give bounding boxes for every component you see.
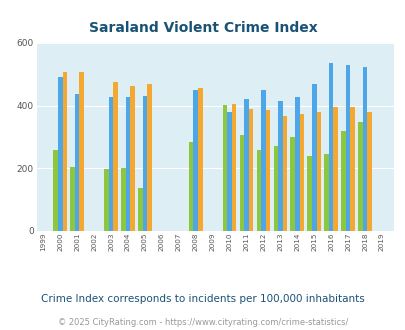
Legend: Saraland, Alabama, National: Saraland, Alabama, National: [92, 327, 337, 330]
Bar: [299, 114, 303, 231]
Bar: [147, 84, 151, 231]
Bar: [273, 146, 277, 231]
Bar: [113, 82, 117, 231]
Bar: [367, 112, 371, 231]
Bar: [121, 168, 126, 231]
Bar: [260, 90, 265, 231]
Bar: [227, 113, 231, 231]
Bar: [58, 78, 62, 231]
Bar: [324, 154, 328, 231]
Bar: [231, 104, 236, 231]
Bar: [244, 99, 248, 231]
Bar: [341, 131, 345, 231]
Bar: [256, 150, 260, 231]
Bar: [222, 105, 227, 231]
Bar: [357, 122, 362, 231]
Bar: [198, 88, 202, 231]
Bar: [294, 97, 299, 231]
Bar: [311, 84, 316, 231]
Bar: [62, 72, 67, 231]
Text: Saraland Violent Crime Index: Saraland Violent Crime Index: [88, 21, 317, 35]
Bar: [265, 110, 270, 231]
Bar: [307, 156, 311, 231]
Bar: [188, 142, 193, 231]
Bar: [282, 115, 286, 231]
Bar: [104, 169, 109, 231]
Text: Crime Index corresponds to incidents per 100,000 inhabitants: Crime Index corresponds to incidents per…: [41, 294, 364, 304]
Bar: [126, 97, 130, 231]
Bar: [350, 107, 354, 231]
Bar: [142, 96, 147, 231]
Bar: [109, 97, 113, 231]
Bar: [345, 65, 350, 231]
Bar: [53, 150, 58, 231]
Bar: [79, 72, 84, 231]
Bar: [239, 135, 244, 231]
Bar: [333, 107, 337, 231]
Bar: [193, 90, 198, 231]
Bar: [290, 137, 294, 231]
Bar: [316, 112, 320, 231]
Bar: [328, 63, 333, 231]
Bar: [70, 167, 75, 231]
Bar: [248, 109, 253, 231]
Bar: [75, 94, 79, 231]
Bar: [362, 67, 367, 231]
Bar: [138, 188, 142, 231]
Text: © 2025 CityRating.com - https://www.cityrating.com/crime-statistics/: © 2025 CityRating.com - https://www.city…: [58, 318, 347, 327]
Bar: [130, 86, 134, 231]
Bar: [277, 101, 282, 231]
